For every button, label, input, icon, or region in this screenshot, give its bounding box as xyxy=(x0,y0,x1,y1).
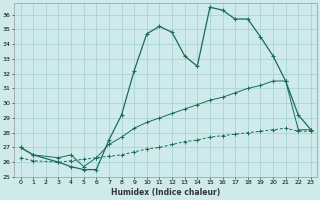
X-axis label: Humidex (Indice chaleur): Humidex (Indice chaleur) xyxy=(111,188,220,197)
